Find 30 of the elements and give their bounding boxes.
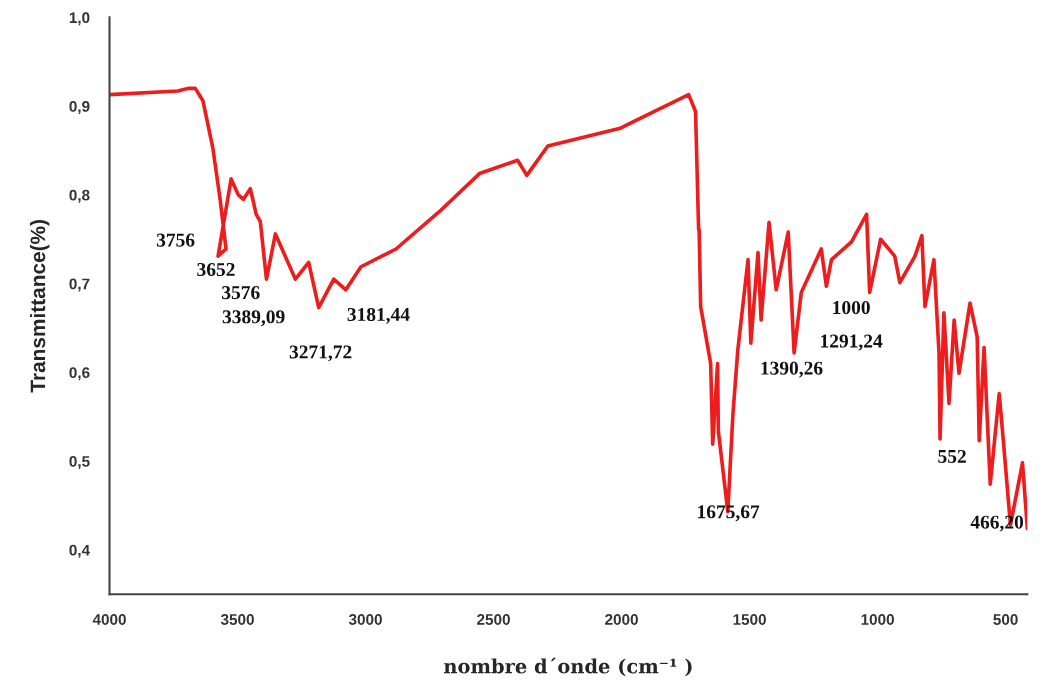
annotation: 1291,24 (821, 334, 883, 351)
y-axis-title: Transmittance(%) (29, 220, 50, 393)
annotation: 3652 (197, 262, 235, 277)
x-tick-label: 500 (993, 614, 1018, 625)
annotation: 3756 (156, 233, 195, 247)
x-tick-label: 2000 (605, 614, 638, 625)
annotation: 1675,67 (698, 505, 760, 522)
annotation: 3576 (222, 286, 260, 300)
x-axis-title: nombre d´onde (cm⁻¹ ) (444, 657, 692, 677)
y-tick-label: 1,0 (69, 12, 90, 26)
y-tick-label: 0,7 (69, 278, 90, 292)
annotation: 3389,09 (222, 310, 285, 327)
y-tick-label: 0,6 (69, 367, 90, 381)
annotation: 3181,44 (347, 307, 410, 324)
y-tick-label: 0,8 (69, 189, 90, 203)
annotation: 1000 (833, 301, 870, 315)
annotation: 1390,26 (761, 361, 823, 378)
x-tick-label: 1500 (733, 614, 766, 625)
x-tick-label: 3500 (220, 614, 254, 625)
line-series (109, 86, 1028, 531)
x-tick-label: 2500 (477, 614, 510, 625)
y-tick-label: 0,5 (69, 455, 90, 470)
x-tick-label: 1000 (861, 614, 894, 625)
annotation: 552 (938, 449, 966, 463)
annotation: 3271,72 (289, 345, 352, 362)
annotation: 466,20 (970, 515, 1024, 532)
y-tick-label: 0,9 (69, 100, 90, 115)
x-tick-label: 4000 (92, 614, 126, 625)
x-tick-label: 3000 (348, 614, 382, 625)
y-tick-label: 0,4 (69, 544, 90, 558)
